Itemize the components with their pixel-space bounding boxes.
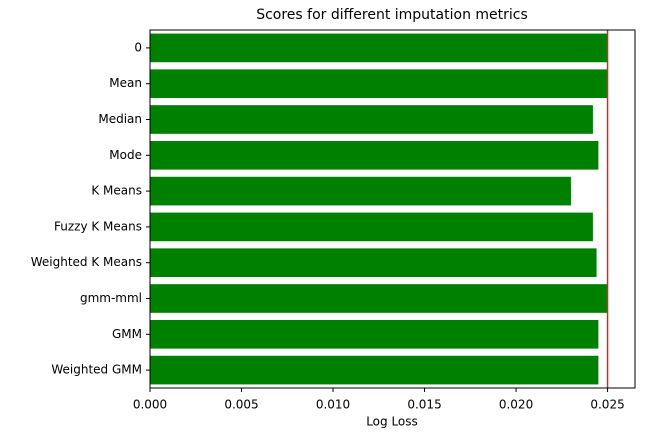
x-tick-label: 0.020: [499, 398, 533, 412]
x-tick-label: 0.000: [133, 398, 167, 412]
bar: [150, 284, 608, 313]
plot-frame: [149, 29, 636, 389]
y-tick-label: Weighted GMM: [51, 363, 142, 377]
x-tick-label: 0.025: [590, 398, 624, 412]
x-tick-label: 0.010: [316, 398, 350, 412]
bar: [150, 248, 597, 278]
bar: [150, 176, 571, 206]
y-tick-label: Mode: [109, 148, 142, 162]
bar: [150, 33, 608, 63]
bar: [150, 105, 593, 134]
y-tick-label: Fuzzy K Means: [54, 219, 142, 233]
bar: [150, 69, 608, 99]
x-axis-label: Log Loss: [366, 415, 418, 429]
y-tick-label: gmm-mml: [80, 291, 142, 305]
y-tick-label: GMM: [112, 327, 142, 341]
y-tick-label: Weighted K Means: [31, 255, 142, 269]
x-tick-label: 0.015: [407, 398, 441, 412]
chart-title: Scores for different imputation metrics: [256, 7, 528, 23]
x-tick-label: 0.005: [224, 398, 258, 412]
y-tick-label: 0: [134, 40, 142, 54]
bar: [150, 355, 599, 385]
y-tick-label: Median: [98, 112, 142, 126]
bar: [150, 140, 599, 170]
y-tick-label: K Means: [91, 184, 142, 198]
bar: [150, 212, 593, 242]
y-tick-label: Mean: [109, 76, 142, 90]
bar: [150, 319, 599, 349]
